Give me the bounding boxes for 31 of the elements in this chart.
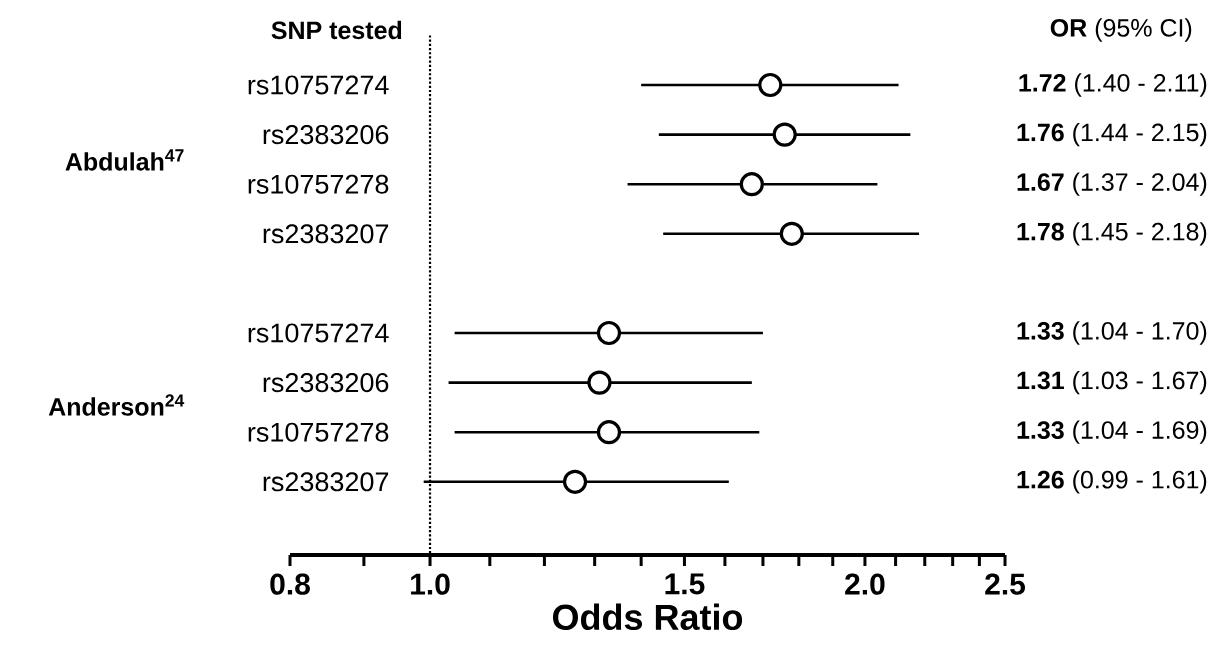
text: Abdulah$^{47}$ xyxy=(65,149,184,171)
y-tick-label: rs2383206 xyxy=(263,373,389,393)
data-label: 1.67 (1.37 - 2.04) xyxy=(1017,172,1207,196)
text: OR (95% CI) xyxy=(1050,18,1192,42)
data-label: 1.33 (1.04 - 1.69) xyxy=(1017,420,1207,444)
y-tick-label: rs10757274 xyxy=(248,323,389,343)
y-tick-label: rs2383206 xyxy=(263,125,389,145)
y-tick-label: rs10757278 xyxy=(248,422,389,442)
x-tick-label: 1.0 xyxy=(411,573,450,595)
data-label: 1.33 (1.04 - 1.70) xyxy=(1017,321,1207,345)
x-axis-title: Odds Ratio xyxy=(552,603,743,631)
y-tick-label: rs10757278 xyxy=(248,174,389,194)
data-label: 1.26 (0.99 - 1.61) xyxy=(1017,470,1207,494)
data-label: 1.72 (1.40 - 2.11) xyxy=(1019,73,1207,97)
y-tick-label: rs10757274 xyxy=(248,75,389,95)
point xyxy=(596,320,622,346)
data-label: 1.78 (1.45 - 2.18) xyxy=(1017,222,1207,246)
annotation: SNP tested xyxy=(271,20,402,40)
data-label: 1.76 (1.44 - 2.15) xyxy=(1017,122,1207,147)
point xyxy=(779,221,804,246)
y-tick-label: rs2383207 xyxy=(263,224,389,244)
y-tick-label: rs2383207 xyxy=(263,472,389,492)
x-tick-label: 1.5 xyxy=(665,573,705,595)
point xyxy=(587,370,612,395)
text: Anderson$^{24}$ xyxy=(48,394,185,416)
x-tick-label: 2.5 xyxy=(985,573,1026,595)
x-tick-label: 2.0 xyxy=(845,573,885,595)
point xyxy=(596,420,622,445)
point xyxy=(772,122,797,147)
data-label: 1.31 (1.03 - 1.67) xyxy=(1017,370,1207,395)
x-tick-label: 0.8 xyxy=(270,573,310,595)
